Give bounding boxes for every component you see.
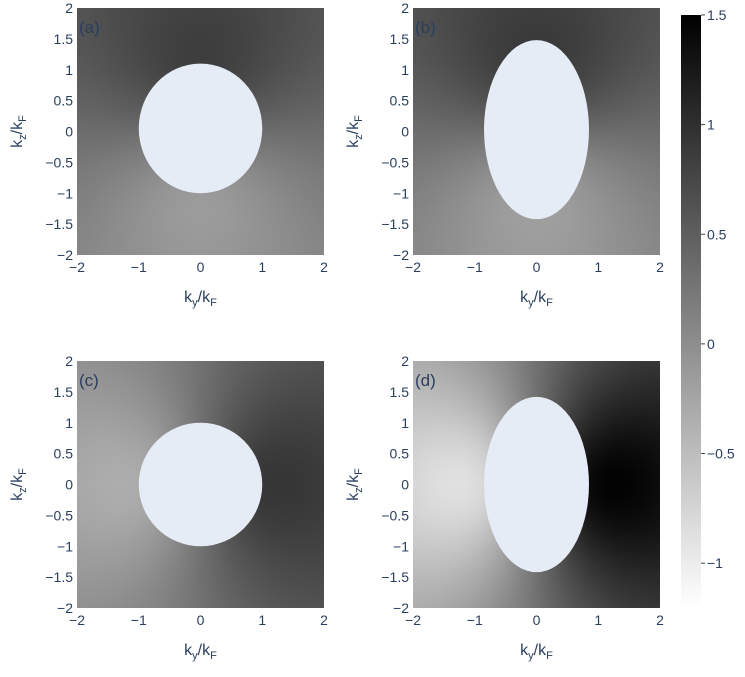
- y-tick-label: −1: [57, 185, 73, 201]
- y-tick-label: −2: [57, 600, 73, 616]
- y-tick-label: −1: [393, 538, 409, 554]
- x-tick-label: 2: [320, 612, 328, 628]
- y-tick-label: −1.5: [45, 569, 73, 585]
- colorbar-gradient: [681, 15, 701, 607]
- y-axis-label: kz/kF: [9, 468, 29, 501]
- y-tick-label: 1: [65, 62, 73, 78]
- y-tick-label: 2: [65, 0, 73, 16]
- x-tick-label: 0: [197, 259, 205, 275]
- x-axis-label: ky/kF: [520, 289, 553, 309]
- x-tick-label: 1: [594, 259, 602, 275]
- x-tick-label: 1: [594, 612, 602, 628]
- x-tick-label: 2: [656, 259, 664, 275]
- y-tick-label: −1.5: [381, 216, 409, 232]
- y-tick-label: 0: [65, 477, 73, 493]
- y-tick-label: −1.5: [45, 216, 73, 232]
- y-tick-label: 2: [65, 353, 73, 369]
- panel-a: (a)−2 −1 0 1 221.510.50−0.5−1−1.5−2ky/kFkz/k…: [9, 0, 328, 309]
- y-tick-label: 1.5: [390, 384, 410, 400]
- colorbar-tick-label: 1.5: [707, 7, 727, 23]
- x-tick-label: 0: [197, 612, 205, 628]
- colorbar: 1.5 1 0.5 0 −0.5 −1: [681, 7, 735, 607]
- y-tick-label: −0.5: [381, 507, 409, 523]
- x-tick-label: −1: [467, 259, 483, 275]
- y-tick-label: 2: [401, 353, 409, 369]
- y-tick-label: −2: [393, 247, 409, 263]
- y-tick-label: −2: [393, 600, 409, 616]
- colorbar-tick-label: 0.5: [707, 226, 727, 242]
- y-tick-label: 2: [401, 0, 409, 16]
- y-tick-label: 1: [401, 415, 409, 431]
- panel-label: (a): [79, 18, 100, 37]
- y-tick-label: 1.5: [54, 31, 74, 47]
- excluded-ellipse: [139, 423, 263, 547]
- y-tick-label: −2: [57, 247, 73, 263]
- y-tick-label: 1.5: [390, 31, 410, 47]
- x-tick-label: 1: [258, 612, 266, 628]
- y-tick-label: −1: [393, 185, 409, 201]
- y-axis-label: kz/kF: [345, 115, 365, 148]
- y-tick-label: 1: [65, 415, 73, 431]
- y-tick-label: 0: [401, 477, 409, 493]
- heatmap-panels: (a) −2 −1 0 1 2 2 1.5 1 0.5 0 −0.5 −1 −1.5 −2 ky/kF kz/k…: [9, 0, 664, 662]
- excluded-ellipse: [139, 64, 263, 194]
- colorbar-tick-label: −0.5: [707, 446, 735, 462]
- y-tick-label: 1.5: [54, 384, 74, 400]
- x-tick-label: 0: [533, 259, 541, 275]
- y-axis-label: kz/kF: [345, 468, 365, 501]
- colorbar-tick-label: −1: [707, 555, 723, 571]
- y-tick-label: 0.5: [390, 446, 410, 462]
- panel-d: (d)−2 −1 0 1 221.510.50−0.5−1−1.5−2ky/kFkz/k…: [345, 353, 664, 662]
- colorbar-tick-label: 1: [707, 117, 715, 133]
- y-tick-label: −1.5: [381, 569, 409, 585]
- y-tick-label: 0.5: [390, 93, 410, 109]
- colorbar-tick-label: 0: [707, 336, 715, 352]
- x-axis-label: ky/kF: [184, 289, 217, 309]
- y-tick-label: 1: [401, 62, 409, 78]
- x-tick-label: 2: [656, 612, 664, 628]
- panel-c: (c)−2 −1 0 1 221.510.50−0.5−1−1.5−2ky/kFkz/k…: [9, 353, 328, 662]
- y-tick-label: −0.5: [381, 154, 409, 170]
- y-tick-label: 0.5: [54, 446, 74, 462]
- x-tick-label: 2: [320, 259, 328, 275]
- panel-label: (d): [415, 371, 436, 390]
- x-axis-label: ky/kF: [520, 642, 553, 662]
- y-tick-label: −0.5: [45, 507, 73, 523]
- y-tick-label: 0: [401, 124, 409, 140]
- y-tick-label: −1: [57, 538, 73, 554]
- x-tick-label: −1: [131, 259, 147, 275]
- y-tick-label: 0: [65, 124, 73, 140]
- x-axis-label: ky/kF: [184, 642, 217, 662]
- x-tick-label: 0: [533, 612, 541, 628]
- panel-label: (c): [79, 371, 99, 390]
- x-tick-label: −1: [467, 612, 483, 628]
- y-axis-label: kz/kF: [9, 115, 29, 148]
- panel-b: (b)−2 −1 0 1 221.510.50−0.5−1−1.5−2ky/kFkz/k…: [345, 0, 664, 309]
- panel-label: (b): [415, 18, 436, 37]
- x-tick-label: −1: [131, 612, 147, 628]
- excluded-ellipse: [484, 40, 589, 219]
- x-tick-label: 1: [258, 259, 266, 275]
- y-tick-label: 0.5: [54, 93, 74, 109]
- excluded-ellipse: [484, 397, 589, 572]
- y-tick-label: −0.5: [45, 154, 73, 170]
